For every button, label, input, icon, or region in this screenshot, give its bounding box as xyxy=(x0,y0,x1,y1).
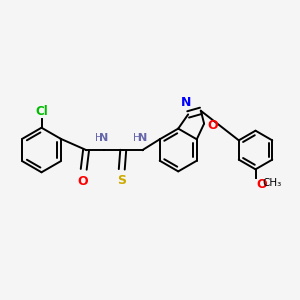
Text: N: N xyxy=(99,134,109,143)
Text: H: H xyxy=(95,134,102,143)
Text: O: O xyxy=(208,118,218,132)
Text: S: S xyxy=(117,174,126,187)
Text: O: O xyxy=(256,178,267,191)
Text: H: H xyxy=(133,134,141,143)
Text: N: N xyxy=(138,134,147,143)
Text: CH₃: CH₃ xyxy=(262,178,281,188)
Text: Cl: Cl xyxy=(35,105,48,118)
Text: O: O xyxy=(77,175,88,188)
Text: N: N xyxy=(181,96,191,109)
